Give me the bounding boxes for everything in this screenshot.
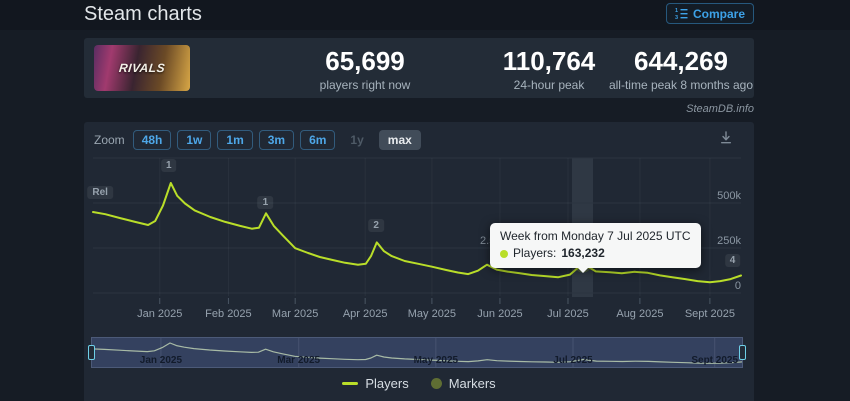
navigator-mini-chart bbox=[91, 338, 743, 367]
players-now-label: players right now bbox=[319, 78, 411, 92]
players-now-value: 65,699 bbox=[325, 46, 405, 76]
marker-badge-1[interactable]: 1 bbox=[257, 196, 274, 209]
navigator-right-handle[interactable] bbox=[739, 345, 746, 360]
navigator-label-sept-2025: Sept 2025 bbox=[691, 355, 739, 366]
zoom-range-button-max[interactable]: max bbox=[378, 130, 421, 150]
zoom-toolbar: Zoom 48h 1w 1m 3m 6m 1y max bbox=[94, 129, 421, 151]
steamdb-watermark: SteamDB.info bbox=[686, 103, 754, 115]
stat-alltime-peak: 644,269 all-time peak 8 months ago bbox=[531, 46, 831, 92]
zoom-range-button-3m[interactable]: 3m bbox=[258, 130, 295, 150]
game-capsule-image[interactable]: RIVALS bbox=[94, 45, 190, 91]
chart-plot-area[interactable]: 2.5 Week from Monday 7 Jul 2025 UTC Play… bbox=[84, 122, 754, 401]
legend-markers-label: Markers bbox=[448, 376, 496, 391]
compare-button[interactable]: 1 3 Compare bbox=[665, 3, 754, 24]
top-header-bar bbox=[0, 0, 850, 30]
marker-badge-1[interactable]: 1 bbox=[161, 159, 177, 172]
zoom-label: Zoom bbox=[94, 133, 125, 147]
x-axis-label-jun-2025: Jun 2025 bbox=[477, 308, 523, 320]
alltime-peak-label: all-time peak 8 months ago bbox=[608, 78, 754, 92]
chart-panel: Zoom 48h 1w 1m 3m 6m 1y max 2.5 Week from Mond… bbox=[84, 122, 754, 401]
tooltip-value: 163,232 bbox=[561, 246, 605, 260]
y-axis-label-250k: 250k bbox=[717, 235, 741, 247]
navigator-left-handle[interactable] bbox=[88, 345, 95, 360]
tooltip-title: Week from Monday 7 Jul 2025 UTC bbox=[500, 229, 691, 243]
legend-item-markers[interactable]: Markers bbox=[430, 376, 496, 391]
range-navigator[interactable]: Jan 2025 Mar 2025 May 2025 Jul 2025 Sept 202… bbox=[88, 337, 746, 368]
marker-badge-2[interactable]: 2 bbox=[368, 219, 384, 232]
svg-text:1: 1 bbox=[675, 8, 678, 14]
legend-players-label: Players bbox=[365, 376, 409, 391]
stat-24h-peak: 110,764 24-hour peak bbox=[449, 46, 649, 92]
ordered-list-icon: 1 3 bbox=[675, 7, 688, 20]
svg-text:3: 3 bbox=[675, 15, 678, 20]
compare-button-label: Compare bbox=[692, 6, 745, 21]
x-axis-label-jan-2025: Jan 2025 bbox=[137, 308, 183, 320]
navigator-label-may-2025: May 2025 bbox=[413, 355, 459, 366]
players-line-icon bbox=[342, 382, 359, 385]
x-axis-label-mar-2025: Mar 2025 bbox=[271, 308, 319, 320]
x-axis-label-apr-2025: Apr 2025 bbox=[342, 308, 388, 320]
zoom-range-button-1m[interactable]: 1m bbox=[217, 130, 253, 150]
zoom-range-button-6m[interactable]: 6m bbox=[300, 130, 336, 150]
peak-24h-label: 24-hour peak bbox=[513, 78, 585, 92]
markers-dot-icon bbox=[430, 378, 442, 389]
marker-badge-rel[interactable]: Rel bbox=[87, 186, 113, 199]
legend-item-players[interactable]: Players bbox=[342, 376, 409, 391]
game-logo-text: RIVALS bbox=[118, 61, 166, 75]
x-axis-label-sept-2025: Sept 2025 bbox=[684, 308, 735, 320]
x-axis-label-jul-2025: Jul 2025 bbox=[547, 308, 589, 320]
navigator-label-mar-2025: Mar 2025 bbox=[277, 355, 321, 366]
navigator-selected-range[interactable] bbox=[91, 337, 743, 368]
navigator-label-jul-2025: Jul 2025 bbox=[553, 355, 593, 366]
tooltip-series-label: Players: bbox=[513, 246, 557, 260]
x-axis-label-feb-2025: Feb 2025 bbox=[205, 308, 252, 320]
download-icon[interactable] bbox=[718, 130, 734, 151]
navigator-label-jan-2025: Jan 2025 bbox=[139, 355, 183, 366]
peak-24h-value: 110,764 bbox=[502, 46, 596, 76]
stats-panel: RIVALS 65,699 players right now 110,764 … bbox=[84, 38, 754, 98]
y-axis-label-500k: 500k bbox=[717, 190, 741, 202]
chart-legend: Players Markers bbox=[84, 376, 754, 391]
x-axis-label-aug-2025: Aug 2025 bbox=[616, 308, 664, 320]
zoom-range-button-1w[interactable]: 1w bbox=[177, 130, 212, 150]
page-title: Steam charts bbox=[84, 3, 202, 25]
alltime-peak-value: 644,269 bbox=[634, 46, 728, 76]
chart-tooltip: Week from Monday 7 Jul 2025 UTC Players:… bbox=[490, 223, 701, 273]
zoom-range-button-1y: 1y bbox=[341, 130, 372, 150]
tooltip-series-dot-icon bbox=[500, 249, 508, 258]
marker-badge-4[interactable]: 4 bbox=[724, 254, 741, 267]
zoom-range-button-48h[interactable]: 48h bbox=[132, 130, 172, 150]
y-axis-label-0: 0 bbox=[734, 280, 741, 292]
x-axis-label-may-2025: May 2025 bbox=[407, 308, 457, 320]
stat-players-now: 65,699 players right now bbox=[265, 46, 465, 92]
